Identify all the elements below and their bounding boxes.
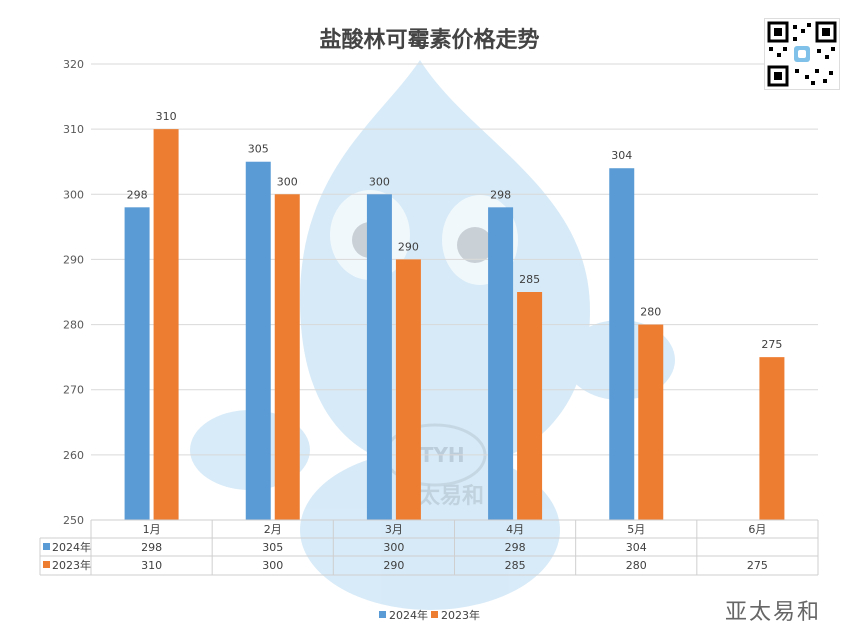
data-label: 304 [611,149,632,162]
y-tick-label: 300 [63,188,84,201]
table-cell: 300 [383,541,404,554]
table-cell: 275 [747,559,768,572]
bar-series-a [124,207,150,521]
y-tick-label: 290 [63,253,84,266]
table-series-name: 2023年 [52,558,91,572]
x-tick-label: 1月 [143,523,161,536]
bar-series-a [488,207,514,521]
y-tick-label: 250 [63,514,84,527]
x-tick-label: 3月 [385,523,403,536]
bar-series-b [153,129,179,520]
data-label: 298 [127,188,148,201]
brand-watermark-text: 亚太易和 [725,600,822,625]
y-tick-label: 310 [63,123,84,136]
y-tick-label: 260 [63,449,84,462]
legend-label: 2023年 [441,608,480,622]
y-tick-label: 270 [63,384,84,397]
bar-series-a [366,194,392,521]
table-cell: 304 [626,541,647,554]
table-series-name: 2024年 [52,540,91,554]
bar-series-b [517,292,543,520]
legend-key [379,611,386,618]
table-cell: 290 [383,559,404,572]
x-tick-label: 4月 [506,523,524,536]
table-cell: 298 [505,541,526,554]
bar-series-b [395,259,421,520]
x-tick-label: 2月 [264,523,282,536]
data-label: 300 [369,175,390,188]
legend-key [431,611,438,618]
x-tick-label: 6月 [748,523,766,536]
y-tick-label: 280 [63,319,84,332]
legend-label: 2024年 [389,608,428,622]
table-cell: 298 [141,541,162,554]
x-tick-label: 5月 [627,523,645,536]
table-cell: 285 [505,559,526,572]
bar-series-a [245,161,271,520]
chart-title: 盐酸林可霉素价格走势 [319,28,540,53]
data-label: 298 [490,188,511,201]
table-legend-key [43,561,50,568]
bar-series-b [274,194,300,521]
table-cell: 305 [262,541,283,554]
data-label: 300 [277,175,298,188]
table-cell: 280 [626,559,647,572]
table-legend-key [43,543,50,550]
table-cell: 300 [262,559,283,572]
data-label: 305 [248,143,269,156]
qr-code-icon [764,18,840,90]
bar-series-b [638,324,664,520]
data-label: 285 [519,273,540,286]
bar-series-a [609,168,635,520]
data-label: 275 [761,338,782,351]
data-label: 290 [398,240,419,253]
data-label: 280 [640,306,661,319]
bar-series-b [759,357,785,520]
data-label: 310 [156,110,177,123]
y-tick-label: 320 [63,58,84,71]
table-cell: 310 [141,559,162,572]
